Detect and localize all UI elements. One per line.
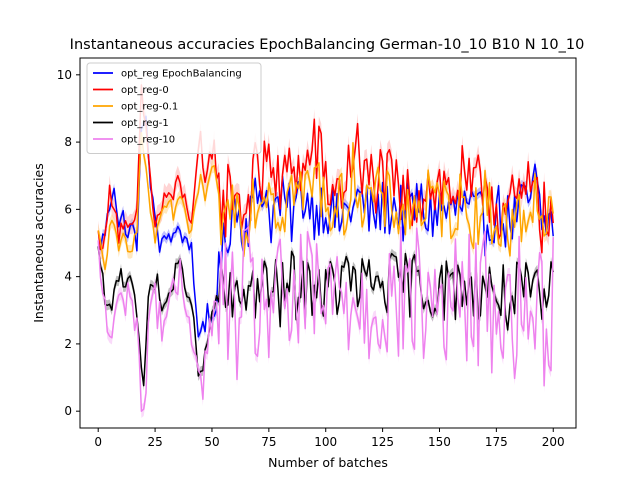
legend-frame	[86, 62, 262, 154]
y-tick-label: 10	[57, 68, 72, 82]
y-tick-label: 2	[64, 337, 72, 351]
series-band-2	[98, 125, 554, 277]
y-axis-label: Instantaneous accuracies	[31, 163, 46, 323]
x-tick-label: 75	[261, 435, 276, 449]
x-tick-label: 150	[428, 435, 451, 449]
plot-frame	[79, 57, 577, 429]
legend: opt_reg EpochBalancing opt_reg-0 opt_reg-0…	[86, 62, 262, 154]
x-tick-label: 25	[147, 435, 162, 449]
y-tick-label: 6	[64, 202, 72, 216]
x-axis-label: Number of batches	[268, 455, 388, 470]
x-axis: 0 25 50 75 100 125 150 175 200	[94, 428, 565, 449]
x-tick-label: 0	[94, 435, 102, 449]
x-tick-label: 125	[371, 435, 394, 449]
x-tick-label: 100	[314, 435, 337, 449]
x-tick-label: 175	[485, 435, 508, 449]
legend-label: opt_reg EpochBalancing	[121, 69, 242, 80]
x-tick-label: 50	[204, 435, 219, 449]
y-tick-label: 8	[64, 135, 72, 149]
series-line-4	[97, 226, 554, 412]
series-line-0	[97, 115, 554, 338]
plot-area	[97, 74, 554, 418]
legend-label: opt_reg-0.1	[121, 102, 178, 113]
series-line-2	[97, 131, 554, 271]
y-tick-label: 4	[64, 270, 72, 284]
y-tick-label: 0	[64, 404, 72, 418]
chart-title: Instantaneous accuracies EpochBalancing …	[70, 37, 585, 53]
legend-label: opt_reg-0	[121, 85, 169, 96]
legend-label: opt_reg-10	[121, 135, 175, 146]
y-axis: 0 2 4 6 8 10	[57, 68, 80, 418]
series-line-1	[97, 84, 554, 254]
x-tick-label: 200	[542, 435, 565, 449]
legend-label: opt_reg-1	[121, 118, 169, 129]
